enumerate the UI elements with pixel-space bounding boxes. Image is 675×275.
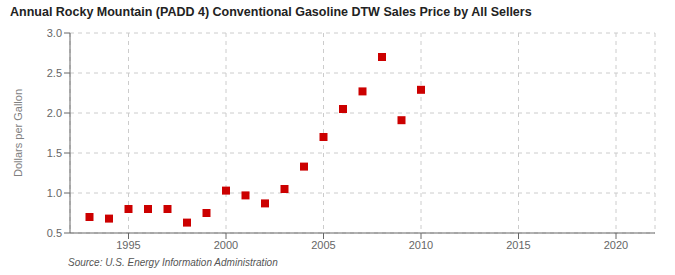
svg-text:0.5: 0.5	[47, 227, 62, 239]
svg-text:2020: 2020	[604, 239, 628, 251]
svg-text:1995: 1995	[116, 239, 140, 251]
svg-text:3.0: 3.0	[47, 27, 62, 39]
svg-text:2010: 2010	[409, 239, 433, 251]
svg-text:1.0: 1.0	[47, 187, 62, 199]
html-text:Annual Rocky Mountain (PADD 4): Annual Rocky Mountain (PADD 4) Conventio…	[10, 5, 532, 19]
svg-text:Dollars per Gallon: Dollars per Gallon	[12, 89, 24, 177]
svg-text:1.5: 1.5	[47, 147, 62, 159]
svg-text:2005: 2005	[311, 239, 335, 251]
svg-text:2.5: 2.5	[47, 67, 62, 79]
svg-text:2015: 2015	[506, 239, 530, 251]
html-text:Source: U.S. Energy Informatio: Source: U.S. Energy Information Administ…	[68, 257, 278, 268]
svg-text:2.0: 2.0	[47, 107, 62, 119]
svg-text:2000: 2000	[214, 239, 238, 251]
